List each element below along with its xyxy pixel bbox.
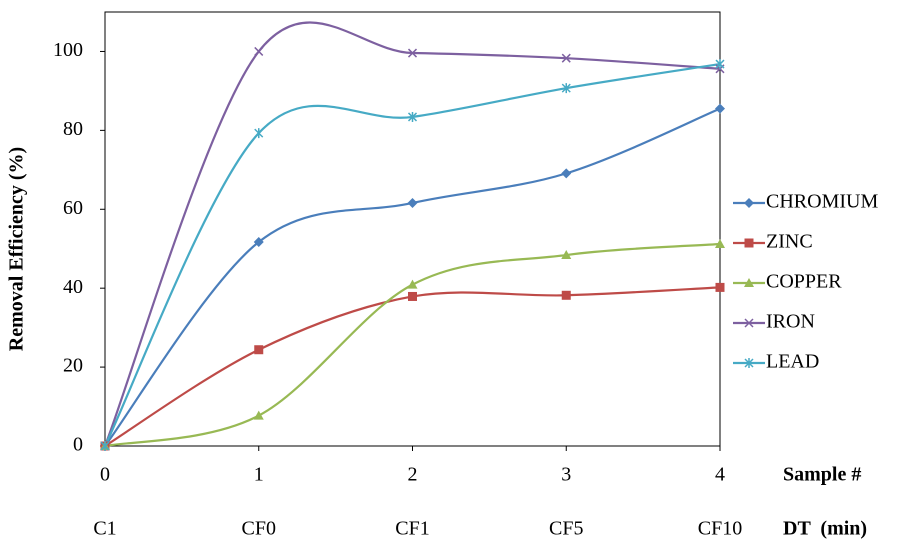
category-axis-label: DT (min) <box>783 518 867 540</box>
y-tick-label: 40 <box>63 276 83 298</box>
data-point <box>408 291 417 301</box>
data-point <box>253 237 264 248</box>
data-point-part <box>254 46 264 56</box>
y-tick-label: 80 <box>63 118 83 140</box>
data-point-part <box>561 53 571 63</box>
data-point <box>407 197 418 208</box>
data-point <box>407 111 418 122</box>
series-line <box>104 107 721 447</box>
data-point-part <box>253 237 264 248</box>
data-point <box>561 250 572 260</box>
data-point <box>253 410 264 420</box>
x-tick-label: 4 <box>715 464 725 486</box>
data-point-part <box>715 238 725 248</box>
y-tick-label: 0 <box>73 434 83 456</box>
series-line <box>103 21 721 447</box>
data-point-part <box>561 168 572 179</box>
data-point-part <box>561 290 571 300</box>
data-point-part <box>407 279 418 289</box>
legend-marker <box>744 198 754 208</box>
legend-marker-part <box>744 358 754 368</box>
data-point <box>715 103 725 114</box>
legend-marker <box>744 318 754 328</box>
data-point <box>561 83 571 94</box>
series-line <box>104 62 721 447</box>
legend-marker <box>744 278 754 287</box>
y-tick-label: 20 <box>63 355 83 377</box>
data-point-part <box>254 128 264 139</box>
data-point <box>407 48 418 58</box>
data-point <box>561 290 571 300</box>
legend-marker <box>744 358 754 368</box>
data-point-part <box>561 83 571 94</box>
x-tick-label: 1 <box>254 464 264 486</box>
data-point-part <box>407 197 418 208</box>
legend-marker-part <box>744 318 754 328</box>
legend-marker-part <box>744 278 754 287</box>
series-line <box>104 242 721 448</box>
category-label: CF5 <box>549 518 583 540</box>
data-point <box>254 128 264 139</box>
category-label: C1 <box>93 518 116 540</box>
x-tick-label: 3 <box>561 464 571 486</box>
data-point-part <box>254 345 264 355</box>
legend-label: COPPER <box>766 271 842 293</box>
data-point-part <box>715 282 725 292</box>
y-axis-label: Removal Efficiency (%) <box>6 147 28 351</box>
legend-marker-part <box>744 238 754 248</box>
data-point <box>254 345 264 355</box>
legend-label: ZINC <box>766 231 813 253</box>
x-tick-label: 2 <box>408 464 418 486</box>
data-point <box>715 238 725 248</box>
category-label: CF1 <box>395 518 429 540</box>
data-point <box>561 53 571 63</box>
x-axis-label: Sample # <box>783 464 861 486</box>
legend-label: IRON <box>766 311 815 333</box>
data-point <box>561 168 572 179</box>
data-point <box>407 279 418 289</box>
data-point-part <box>407 111 418 122</box>
data-point-part <box>715 59 725 70</box>
data-point <box>715 59 725 70</box>
data-point-part <box>407 48 418 58</box>
category-label: CF0 <box>242 518 276 540</box>
legend-label: LEAD <box>766 351 819 373</box>
data-point-part <box>253 410 264 420</box>
category-label: CF10 <box>698 518 742 540</box>
data-point-part <box>561 250 572 260</box>
legend-marker <box>744 238 754 248</box>
y-tick-label: 100 <box>53 39 83 61</box>
legend-marker-part <box>744 198 754 208</box>
data-point <box>254 46 264 56</box>
data-point <box>100 441 110 451</box>
data-point <box>715 282 725 292</box>
data-point-part <box>715 103 725 114</box>
data-point-part <box>408 291 417 301</box>
x-tick-label: 0 <box>100 464 110 486</box>
legend-label: CHROMIUM <box>766 191 878 213</box>
y-tick-label: 60 <box>63 197 83 219</box>
data-point-part <box>100 441 110 451</box>
